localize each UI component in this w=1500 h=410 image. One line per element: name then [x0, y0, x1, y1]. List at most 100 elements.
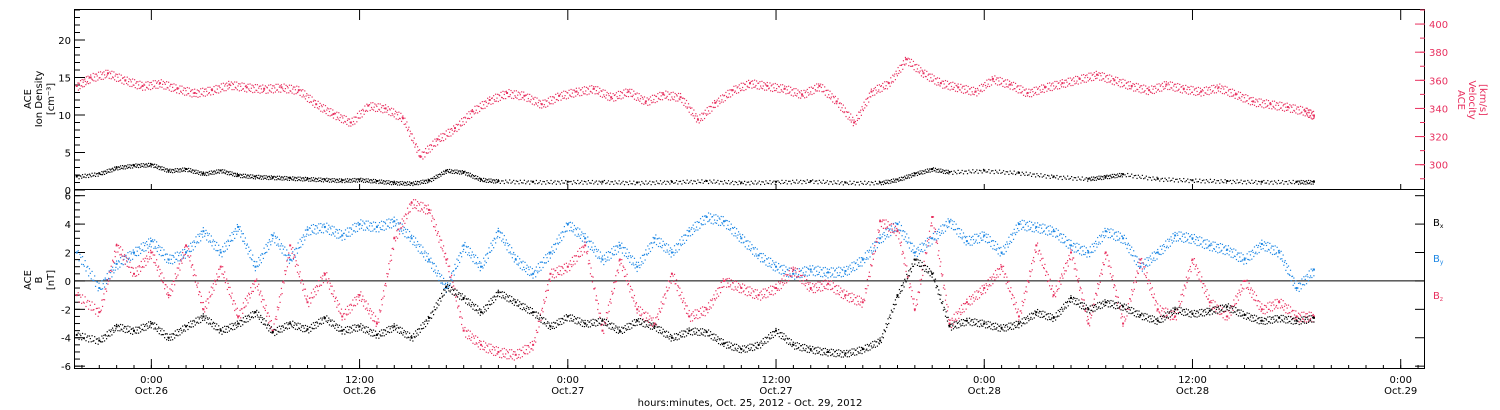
data-point-fill	[481, 179, 483, 181]
data-point-fill	[426, 182, 429, 184]
data-point-fill	[729, 183, 731, 185]
data-point-fill	[198, 171, 200, 174]
data-point-fill	[230, 173, 232, 176]
data-point-fill	[769, 265, 771, 267]
data-point-fill	[1013, 88, 1015, 90]
data-point-fill	[1287, 183, 1289, 185]
data-point-fill	[476, 178, 478, 180]
data-point-fill	[242, 240, 244, 242]
data-point-fill	[895, 181, 897, 183]
data-point-fill	[865, 258, 867, 261]
data-point-fill	[274, 242, 276, 244]
data-point-fill	[1179, 83, 1181, 86]
data-point-fill	[845, 115, 847, 118]
data-point-fill	[549, 103, 551, 105]
data-point-fill	[250, 174, 252, 176]
data-point-fill	[247, 83, 249, 85]
data-point-fill	[250, 90, 252, 92]
data-point-fill	[1251, 179, 1253, 181]
data-point-fill	[900, 179, 902, 181]
data-point-fill	[467, 246, 469, 248]
data-point-fill	[917, 246, 919, 249]
data-point-fill	[581, 231, 583, 233]
data-point-fill	[213, 248, 215, 250]
data-point-fill	[1205, 179, 1208, 181]
data-point-fill	[796, 276, 798, 279]
data-point-fill	[504, 91, 506, 93]
data-point-fill	[885, 229, 887, 231]
data-point-fill	[1175, 178, 1177, 181]
data-point-fill	[1155, 179, 1157, 181]
data-point-fill	[349, 235, 351, 237]
data-point-fill	[176, 251, 178, 253]
data-point-fill	[910, 242, 912, 245]
data-point-fill	[1100, 75, 1102, 77]
data-point-fill	[693, 109, 695, 111]
data-point-fill	[328, 108, 330, 110]
data-point-fill	[699, 120, 702, 122]
data-point-fill	[1138, 91, 1140, 93]
data-point-fill	[1046, 82, 1049, 85]
data-point-fill	[812, 87, 814, 89]
data-point-fill	[474, 178, 476, 180]
data-point-fill	[1002, 80, 1005, 82]
data-point-fill	[868, 101, 870, 103]
data-point-fill	[180, 90, 182, 92]
data-point-fill	[101, 170, 103, 173]
data-point-fill	[257, 265, 259, 268]
data-point-fill	[143, 250, 145, 252]
data-point-fill	[878, 241, 880, 244]
data-point-fill	[1018, 85, 1020, 87]
data-point-fill	[471, 175, 473, 177]
data-point-fill	[651, 242, 653, 244]
data-point-fill	[122, 168, 124, 170]
data-point-fill	[645, 253, 648, 255]
data-point-fill	[363, 113, 365, 115]
data-point-fill	[354, 116, 357, 118]
data-point-fill	[1143, 91, 1145, 93]
data-point-fill	[1162, 86, 1164, 88]
data-point-fill	[420, 156, 423, 158]
data-point-fill	[265, 92, 267, 94]
data-point-fill	[104, 77, 106, 79]
data-point-fill	[1309, 115, 1312, 117]
data-point-fill	[676, 95, 678, 97]
data-point-fill	[280, 243, 283, 245]
data-point-fill	[226, 173, 228, 176]
data-point-fill	[82, 176, 85, 178]
data-point-fill	[170, 262, 172, 264]
data-point-fill	[1006, 241, 1008, 243]
data-point-fill	[204, 173, 206, 175]
data-point-fill	[324, 105, 327, 107]
data-point-fill	[391, 180, 393, 183]
data-point-fill	[1093, 245, 1095, 248]
data-point-fill	[188, 167, 190, 170]
data-point-fill	[322, 111, 324, 113]
data-point-fill	[1145, 93, 1147, 95]
data-point-fill	[621, 242, 623, 244]
data-point-fill	[1094, 177, 1096, 179]
data-point-fill	[1263, 107, 1265, 109]
data-point-fill	[647, 99, 650, 101]
data-point-fill	[1194, 88, 1196, 90]
data-point-fill	[859, 265, 861, 267]
data-point-fill	[325, 112, 327, 115]
data-point-fill	[820, 181, 822, 183]
data-point-fill	[713, 179, 715, 181]
data-point-fill	[582, 183, 584, 185]
data-point-fill	[681, 236, 683, 238]
data-point-fill	[781, 179, 783, 181]
data-point	[705, 215, 708, 218]
data-point-fill	[148, 162, 150, 164]
data-point-fill	[780, 265, 782, 267]
data-point-fill	[737, 234, 739, 236]
data-point-fill	[121, 167, 123, 169]
data-point-fill	[901, 179, 903, 182]
data-point-fill	[160, 79, 162, 81]
data-point-fill	[239, 173, 241, 175]
data-point-fill	[609, 92, 612, 94]
data-point-fill	[956, 85, 958, 87]
data-point-fill	[210, 94, 212, 96]
data-point-fill	[653, 181, 655, 183]
data-point-fill	[928, 242, 930, 244]
